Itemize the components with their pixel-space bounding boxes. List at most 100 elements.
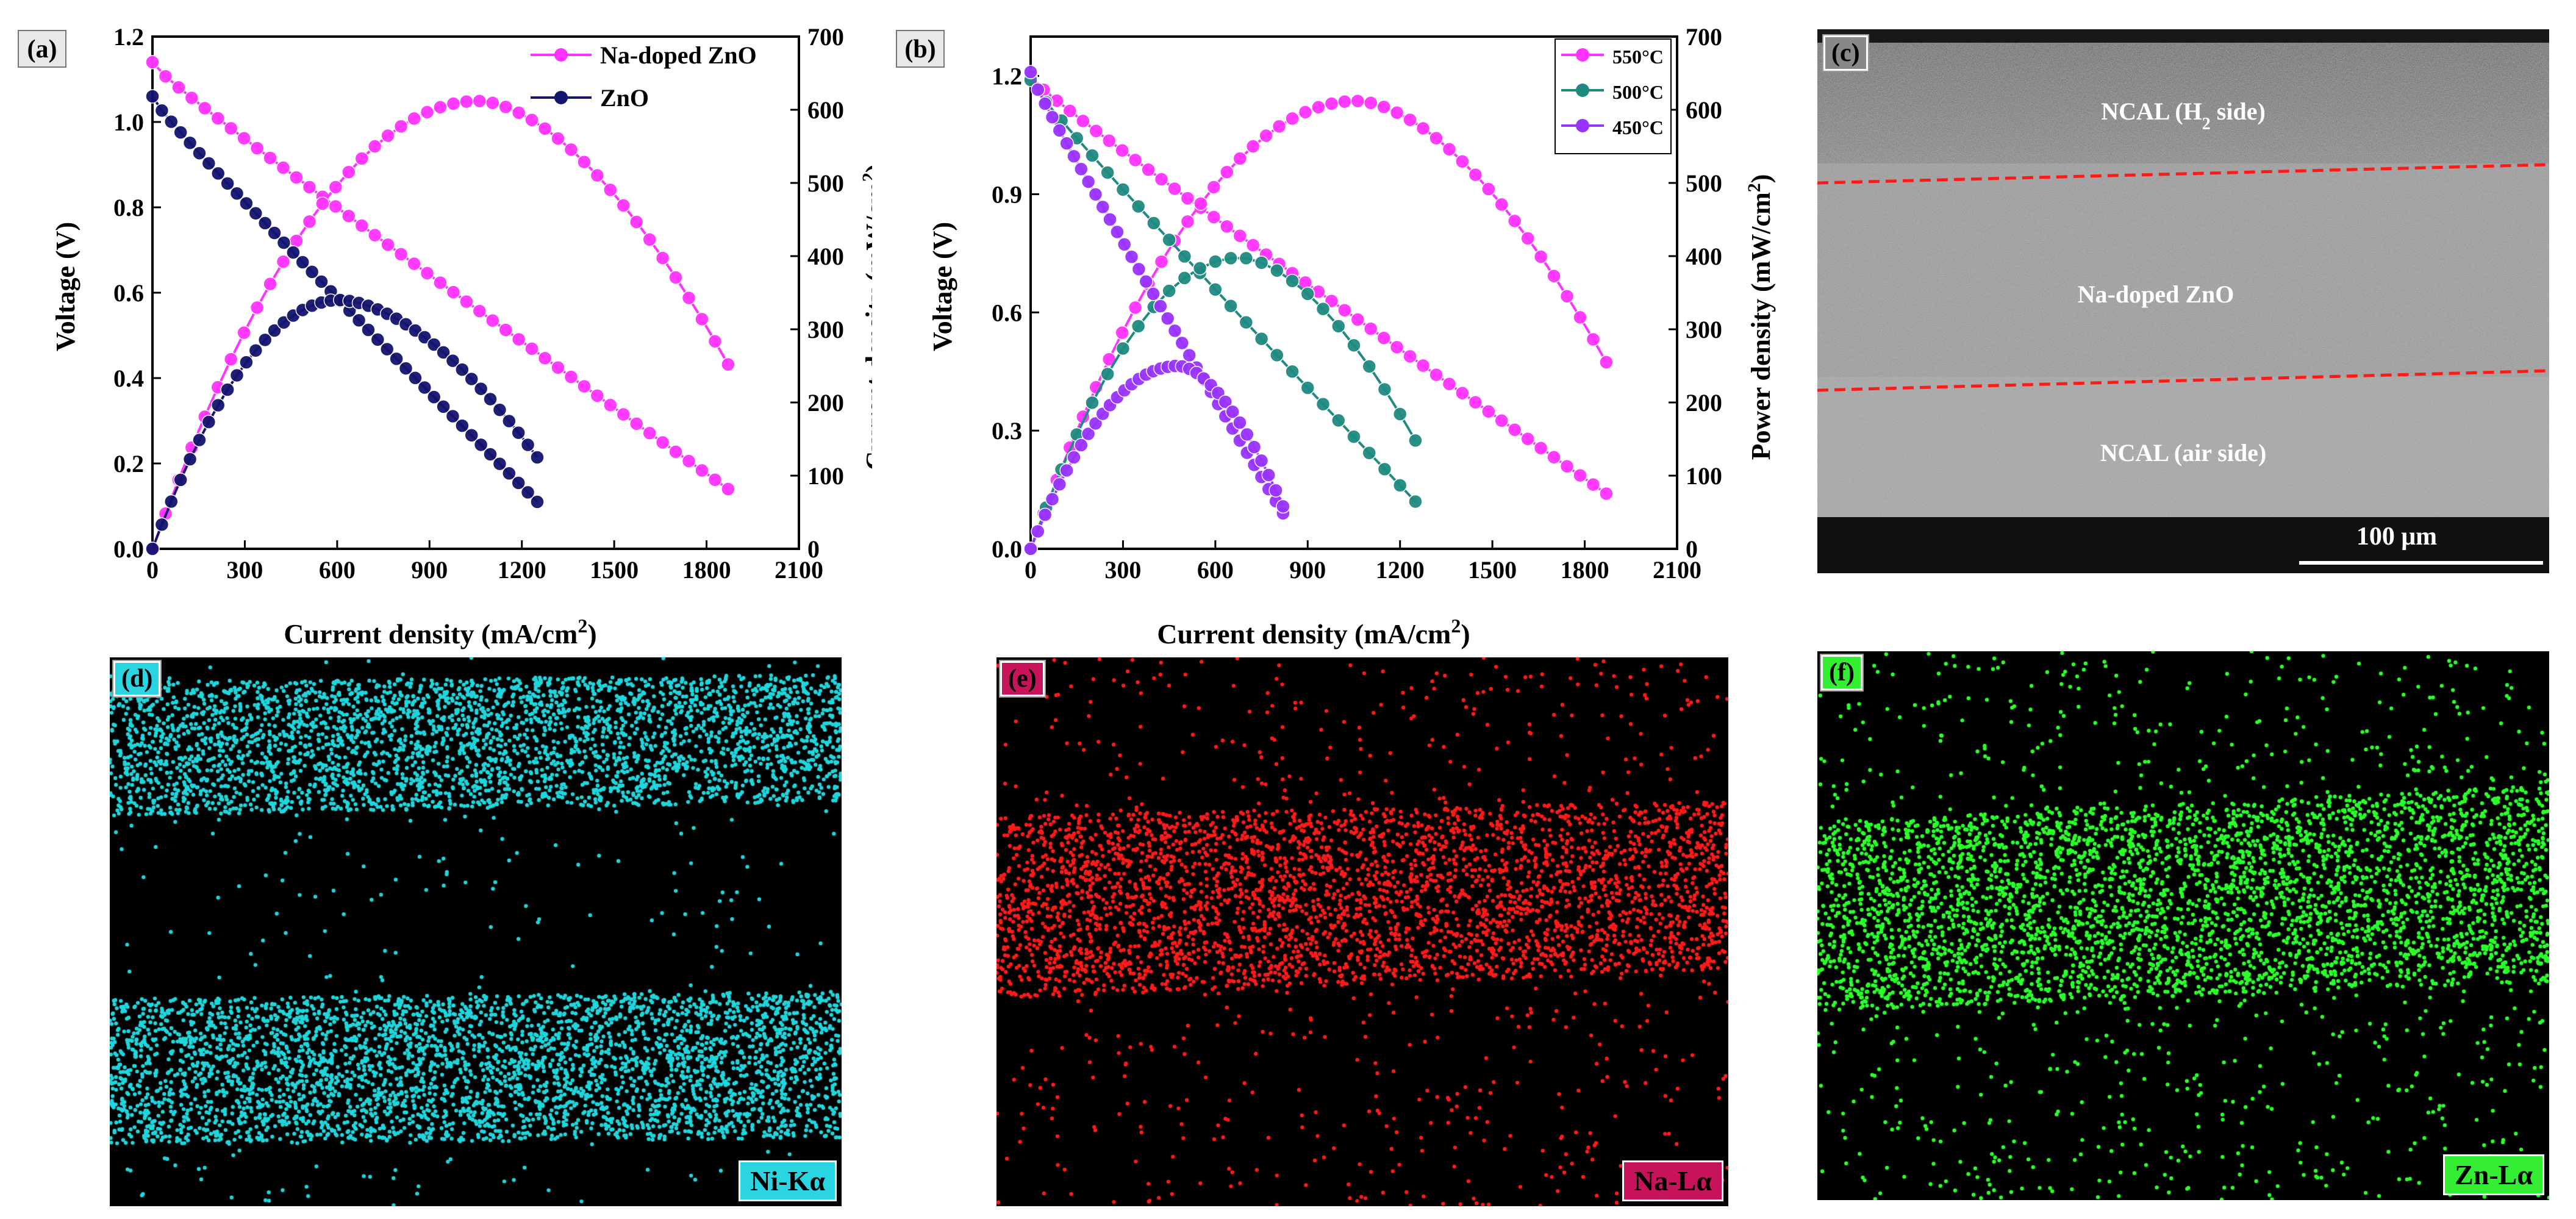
y-right-tick-label-b: 100	[1686, 462, 1722, 490]
y-right-tick-label-a: 100	[807, 462, 844, 490]
data-point-550-c-left	[1389, 340, 1404, 355]
data-point-zno-right	[210, 398, 226, 413]
data-point-na-doped-zno-left	[249, 141, 265, 156]
data-point-550-c-left	[1115, 143, 1129, 158]
data-point-zno-right	[511, 425, 526, 440]
data-point-550-c-right	[1324, 96, 1339, 111]
data-point-na-doped-zno-right	[393, 119, 409, 134]
data-point-zno-left	[182, 135, 198, 151]
sem-texture	[1817, 43, 2549, 517]
data-point-na-doped-zno-left	[381, 237, 395, 252]
data-point-na-doped-zno-left	[263, 151, 277, 165]
data-point-na-doped-zno-right	[249, 300, 265, 315]
data-point-550-c-left	[1062, 104, 1078, 118]
data-point-na-doped-zno-left	[367, 227, 382, 243]
data-point-na-doped-zno-right	[511, 105, 526, 120]
data-point-550-c-left	[1599, 486, 1614, 501]
data-point-450-c-right	[1088, 416, 1103, 431]
y-left-tick-label-a: 0.0	[113, 535, 144, 563]
data-point-550-c-right	[1272, 119, 1287, 134]
y-left-tick-label-b: 1.2	[992, 63, 1022, 90]
data-point-na-doped-zno-left	[446, 285, 461, 299]
data-point-550-c-right	[1520, 231, 1535, 246]
data-point-na-doped-zno-left	[407, 256, 421, 271]
y-right-tick-label-a: 500	[807, 170, 844, 197]
eds-map-ni: (d) Ni-Kα	[110, 657, 842, 1206]
data-point-na-doped-zno-left	[354, 218, 369, 233]
data-point-550-c-right	[1442, 142, 1457, 157]
data-point-450-c-left	[1045, 110, 1060, 124]
legend-a: Na-doped ZnO ZnO	[531, 41, 757, 112]
data-point-na-doped-zno-left	[721, 482, 735, 496]
data-point-500-c-left	[1377, 462, 1392, 477]
panel-label-c: (c)	[1823, 35, 1868, 71]
data-point-na-doped-zno-right	[472, 93, 487, 109]
data-point-500-c-left	[1100, 165, 1115, 180]
data-point-550-c-left	[1245, 238, 1261, 252]
data-point-450-c-left	[1117, 237, 1132, 252]
data-point-500-c-right	[1100, 366, 1115, 382]
y-right-tick-label-b: 500	[1686, 170, 1722, 197]
data-point-na-doped-zno-right	[524, 113, 539, 127]
data-point-450-c-right	[1268, 483, 1283, 498]
data-point-500-c-left	[1147, 216, 1161, 231]
data-point-na-doped-zno-right	[367, 139, 382, 154]
data-point-450-c-right	[1254, 453, 1269, 468]
y-axis-label-right-b: Power density (mW/cm2)	[1744, 174, 1776, 460]
x-tick-label-b: 1500	[1468, 556, 1517, 584]
data-point-zno-left	[398, 361, 413, 376]
eds-dots-zn	[1817, 651, 2549, 1200]
series-line-550-c-right	[1029, 99, 1608, 549]
data-point-na-doped-zno-left	[158, 69, 173, 84]
data-point-zno-left	[530, 495, 545, 509]
data-point-na-doped-zno-right	[590, 168, 605, 183]
data-point-zno-left	[379, 341, 395, 357]
y-left-tick-label-a: 0.6	[113, 279, 144, 307]
y-right-tick-label-a: 200	[807, 389, 844, 416]
data-point-500-c-right	[1254, 256, 1269, 270]
data-point-na-doped-zno-right	[354, 151, 369, 166]
data-point-550-c-right	[1376, 99, 1391, 115]
data-point-500-c-left	[1162, 232, 1176, 247]
data-point-550-c-right	[1507, 213, 1522, 229]
data-point-550-c-left	[1154, 172, 1169, 187]
data-point-zno-left	[164, 114, 179, 129]
data-point-550-c-left	[1507, 422, 1522, 437]
y-left-tick-label-b: 0.9	[992, 181, 1022, 208]
data-point-550-c-right	[1233, 151, 1247, 166]
data-point-550-c-left	[1350, 312, 1365, 327]
data-point-zno-right	[455, 362, 470, 377]
y-left-tick-label-b: 0.6	[992, 299, 1022, 326]
y-axis-label-left-a: Voltage (V)	[51, 222, 80, 351]
data-point-na-doped-zno-left	[420, 266, 435, 281]
data-point-500-c-right	[1331, 319, 1346, 334]
data-point-na-doped-zno-left	[328, 199, 343, 214]
data-point-na-doped-zno-left	[210, 111, 226, 126]
data-point-550-c-left	[1533, 440, 1548, 456]
data-point-550-c-left	[1141, 162, 1156, 177]
data-point-na-doped-zno-left	[695, 463, 709, 478]
data-point-550-c-left	[1573, 468, 1587, 483]
data-point-500-c-right	[1208, 254, 1223, 269]
data-point-na-doped-zno-left	[276, 160, 291, 175]
data-point-550-c-right	[1298, 105, 1313, 120]
data-point-500-c-left	[1300, 381, 1315, 395]
data-point-550-c-left	[1167, 181, 1182, 196]
y-left-tick-label-a: 0.8	[113, 194, 144, 221]
data-point-450-c-left	[1160, 311, 1175, 326]
data-point-500-c-left	[1392, 478, 1408, 493]
data-point-na-doped-zno-right	[603, 182, 618, 198]
data-point-500-c-right	[1162, 284, 1176, 298]
data-point-500-c-left	[1115, 182, 1131, 197]
data-point-zno-left	[220, 176, 235, 191]
data-point-550-c-left	[1220, 219, 1234, 234]
x-tick-label-a: 300	[226, 556, 263, 584]
eds-dots-na	[996, 657, 1728, 1206]
data-point-zno-left	[473, 437, 488, 452]
data-point-na-doped-zno-right	[459, 94, 474, 109]
data-point-zno-left	[408, 371, 423, 385]
data-point-na-doped-zno-left	[603, 398, 618, 412]
y-left-tick-label-a: 0.2	[113, 450, 144, 477]
panel-label-text-b: (b)	[904, 35, 936, 63]
data-point-450-c-right	[1218, 395, 1233, 409]
